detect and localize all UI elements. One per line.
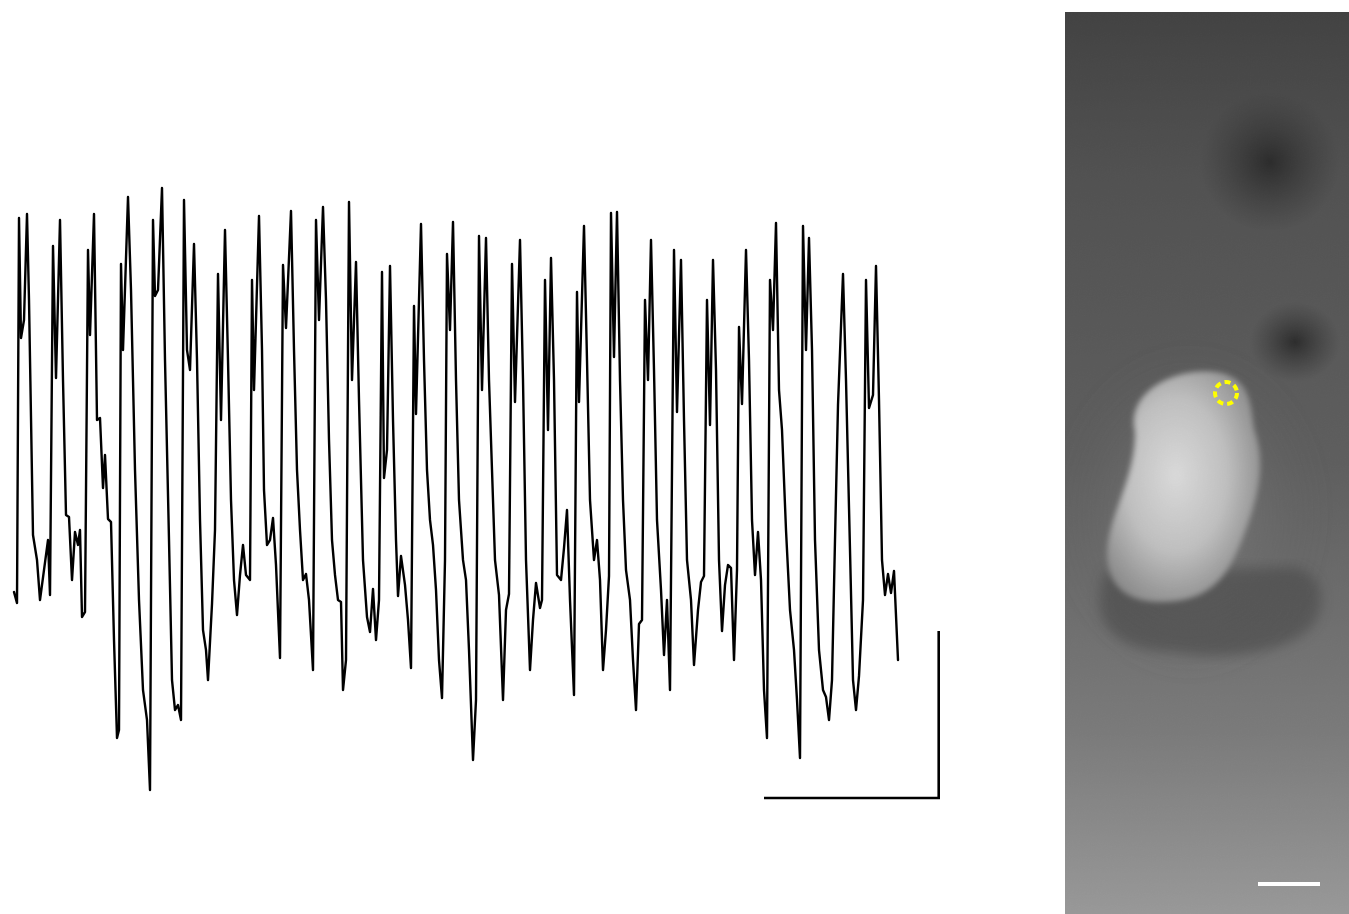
- micrograph-svg: [1065, 12, 1349, 914]
- cell-micrograph: [1065, 12, 1349, 914]
- voltage-trace-line: [12, 186, 900, 792]
- roi-marker: [1213, 380, 1239, 406]
- voltage-trace-svg: [12, 186, 941, 800]
- voltage-trace-panel: [12, 186, 941, 800]
- micrograph-grain: [1065, 12, 1349, 914]
